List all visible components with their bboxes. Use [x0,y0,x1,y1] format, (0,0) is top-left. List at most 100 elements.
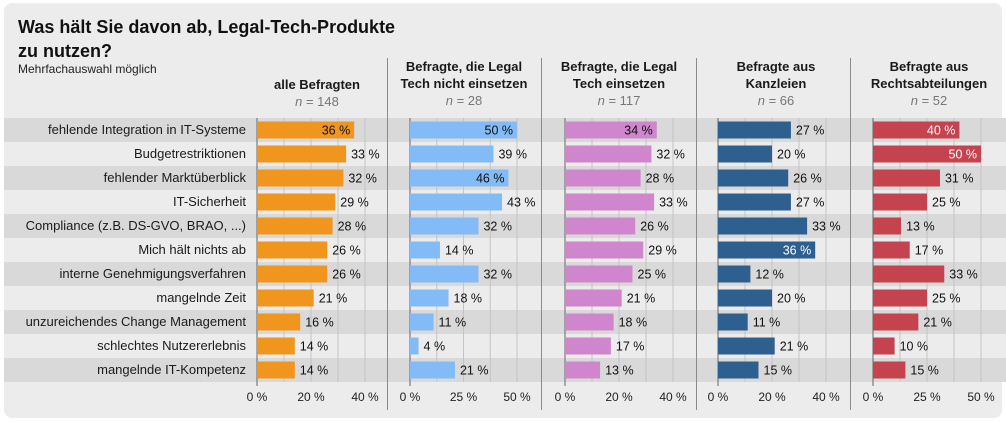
bar-value-label: 15 % [910,364,939,378]
bar-value-label: 26 % [332,268,361,282]
category-label: interne Genehmigungsverfahren [59,266,246,281]
x-tick-label: 25 % [913,390,941,404]
panel-title-line2: Rechtsabteilungen [870,76,988,91]
bar [257,121,355,139]
bar-value-label: 17 % [915,244,944,258]
x-tick-label: 40 % [351,390,379,404]
category-label: Mich hält nichts ab [138,242,246,257]
bar-value-label: 50 % [949,148,978,162]
bar-value-label: 4 % [424,340,446,354]
bar-value-label: 25 % [932,292,961,306]
bar [565,145,652,163]
bar [873,241,910,259]
bar [257,193,336,211]
bar-value-label: 21 % [460,364,489,378]
x-tick-label: 20 % [758,390,786,404]
bar [410,337,419,355]
bar-value-label: 27 % [796,196,825,210]
row-band [4,286,1006,310]
category-label: Compliance (z.B. DS-GVO, BRAO, ...) [25,218,246,233]
bar-value-label: 25 % [932,196,961,210]
bar-value-label: 27 % [796,124,825,138]
panel-separator [696,58,697,410]
panel-separator [850,58,851,410]
bar [565,121,657,139]
panel-title-line1: Befragte aus [736,59,816,74]
bar [718,169,789,187]
bar [410,217,479,235]
panel-header-rechtsabteilungen: Befragte aus Rechtsabteilungen n = 52 [853,58,1005,109]
bar [718,241,816,259]
bar-value-label: 32 % [483,220,512,234]
bar-value-label: 29 % [340,196,369,210]
bar [410,241,440,259]
x-tick-label: 20 % [605,390,633,404]
bar [873,265,945,283]
bar [873,361,906,379]
bar [565,289,622,307]
bar-value-label: 18 % [454,292,483,306]
bar [873,169,940,187]
bar [718,289,772,307]
bar [410,121,517,139]
bar [718,337,775,355]
bar [410,193,503,211]
bar [718,217,808,235]
panel-header-all: alle Befragten n = 148 [250,76,384,110]
bar-value-label: 18 % [619,316,648,330]
x-tick-label: 25 % [450,390,478,404]
bar-value-label: 33 % [659,196,688,210]
bar [410,361,455,379]
bar-value-label: 32 % [483,268,512,282]
x-tick-label: 50 % [503,390,531,404]
panel-header-using: Befragte, die Legal Tech einsetzen n = 1… [543,58,695,109]
bar [565,337,611,355]
panel-title-line2: Tech nicht einsetzen [400,76,528,91]
bar [257,145,347,163]
bar [257,313,301,331]
bar-value-label: 21 % [780,340,809,354]
bar-value-label: 32 % [348,172,377,186]
chart-subtitle: Mehrfachauswahl möglich [18,62,157,76]
panel-header-kanzleien: Befragte aus Kanzleien n = 66 [700,58,852,109]
category-label: schlechtes Nutzererlebnis [97,338,246,353]
bar [257,337,295,355]
bar-value-label: 43 % [507,196,536,210]
bar-value-label: 12 % [755,268,784,282]
bar [410,265,479,283]
bar-value-label: 34 % [624,124,653,138]
bar-value-label: 28 % [646,172,675,186]
bar [257,169,344,187]
panel-title-line1: Befragte, die Legal [560,59,678,74]
bar [718,265,751,283]
bar-value-label: 31 % [945,172,974,186]
bar [410,289,449,307]
bar-value-label: 36 % [322,124,351,138]
x-tick-label: 40 % [659,390,687,404]
row-band [4,214,1006,238]
bar-value-label: 14 % [445,244,474,258]
bar-value-label: 46 % [476,172,505,186]
bar-value-label: 33 % [949,268,978,282]
bar [718,361,759,379]
category-label: unzureichendes Change Management [25,314,246,329]
bar [873,145,981,163]
category-label: mangelnde IT-Kompetenz [97,362,246,377]
bar-value-label: 26 % [793,172,822,186]
bar [565,241,644,259]
bar [873,193,927,211]
panel-n: n = 117 [597,93,641,108]
x-tick-label: 0 % [708,390,729,404]
row-band [4,142,1006,166]
bar-value-label: 50 % [485,124,514,138]
category-label: Budgetrestriktionen [133,146,246,161]
category-label: IT-Sicherheit [173,194,246,209]
panel-title-line1: Befragte, die Legal [405,59,523,74]
bar-value-label: 20 % [777,292,806,306]
category-label: fehlende Integration in IT-Systeme [47,122,246,137]
bar [718,193,791,211]
row-band [4,334,1006,358]
panel-title-line1: Befragte aus [889,59,969,74]
bar-value-label: 29 % [648,244,677,258]
panel-n: n = 28 [445,93,483,108]
